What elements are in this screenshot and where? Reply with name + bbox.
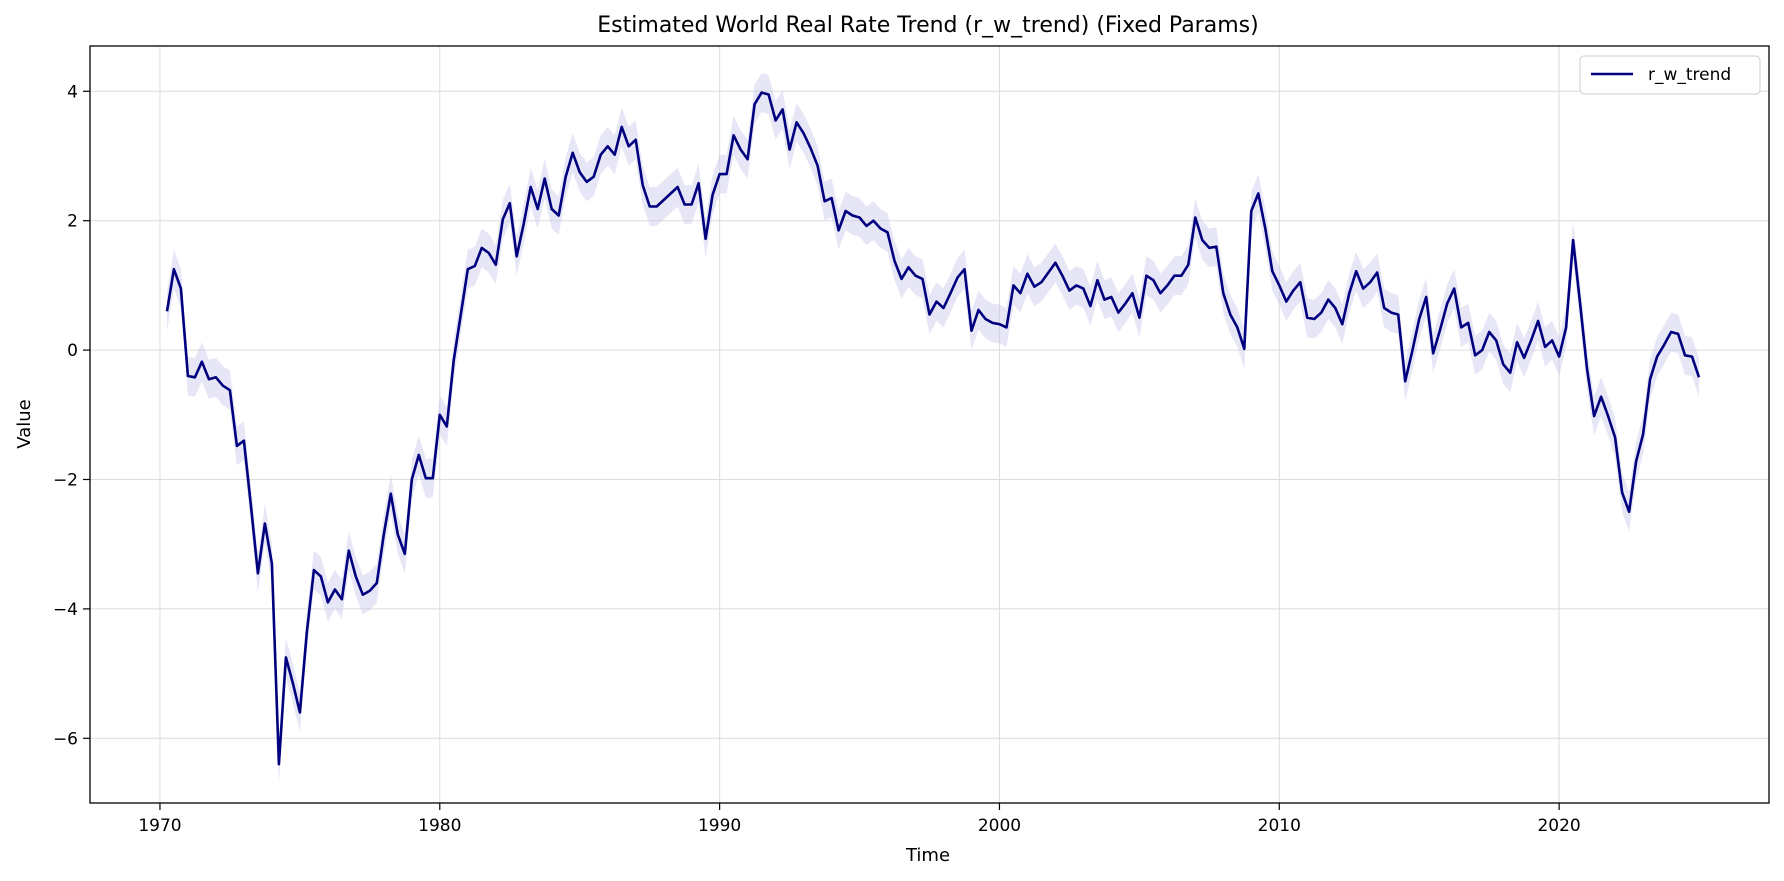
x-tick-label: 2020 — [1537, 816, 1580, 836]
series-line-r_w_trend — [165, 91, 1701, 766]
y-tick-label: −2 — [53, 470, 78, 490]
plot-frame — [89, 45, 1770, 804]
y-tick-label: −4 — [53, 600, 78, 620]
x-tick-label: 2010 — [1258, 816, 1301, 836]
x-axis-label: Time — [905, 845, 950, 866]
y-axis-label: Value — [14, 399, 35, 448]
y-tick-label: 4 — [67, 82, 78, 102]
legend-label: r_w_trend — [1648, 65, 1731, 85]
legend-box — [1579, 55, 1761, 95]
x-tick-label: 1980 — [418, 816, 461, 836]
x-tick-label: 1970 — [138, 816, 181, 836]
y-axis: −6 −4 −2 0 2 4 — [53, 82, 90, 749]
grid — [90, 46, 1769, 803]
x-tick-label: 2000 — [978, 816, 1021, 836]
x-tick-label: 1990 — [698, 816, 741, 836]
x-axis: 1970 1980 1990 2000 2010 2020 — [138, 803, 1581, 836]
legend: r_w_trend — [1579, 55, 1761, 95]
y-tick-label: 0 — [67, 341, 78, 361]
y-tick-label: −6 — [53, 729, 78, 749]
chart-title: Estimated World Real Rate Trend (r_w_tre… — [597, 13, 1258, 38]
y-tick-label: 2 — [67, 212, 78, 232]
